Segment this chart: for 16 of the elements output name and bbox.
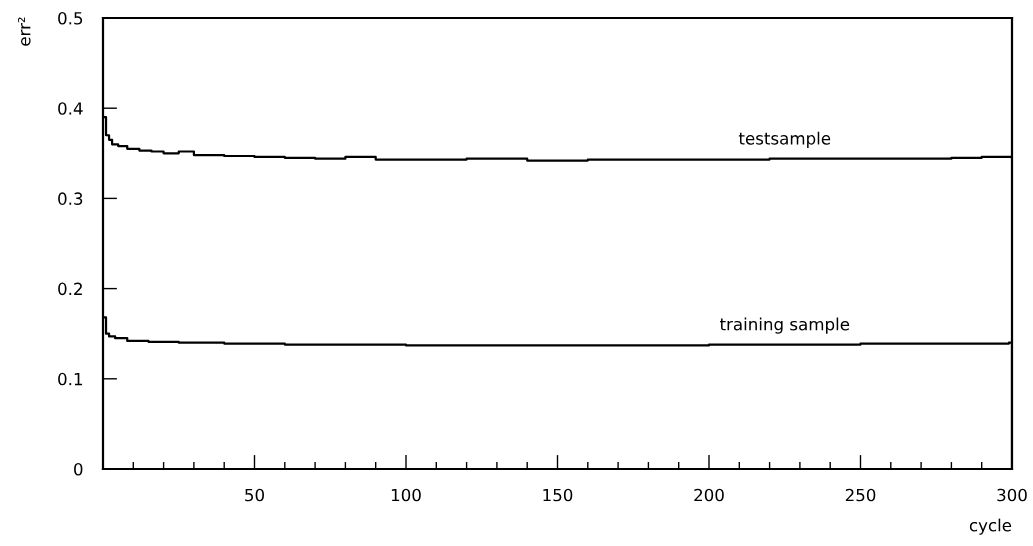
x-tick-label: 200	[694, 488, 724, 502]
x-axis-title: cycle	[969, 518, 1012, 535]
y-tick-label: 0.5	[58, 11, 83, 25]
x-tick-label: 300	[997, 488, 1027, 502]
x-tick-label: 50	[245, 488, 264, 502]
y-tick-label: 0.3	[58, 192, 83, 205]
series-label: testsample	[738, 131, 831, 148]
series-label: training sample	[719, 317, 850, 334]
y-tick-label: 0.4	[58, 102, 83, 115]
x-tick-label: 150	[543, 488, 573, 502]
x-tick-label: 250	[845, 488, 876, 502]
y-tick-label: 0	[74, 462, 83, 476]
y-tick-label: 0.1	[58, 372, 83, 386]
y-tick-label: 0.2	[58, 282, 82, 296]
y-axis-title: err²	[17, 17, 31, 46]
x-tick-label: 100	[391, 488, 421, 502]
